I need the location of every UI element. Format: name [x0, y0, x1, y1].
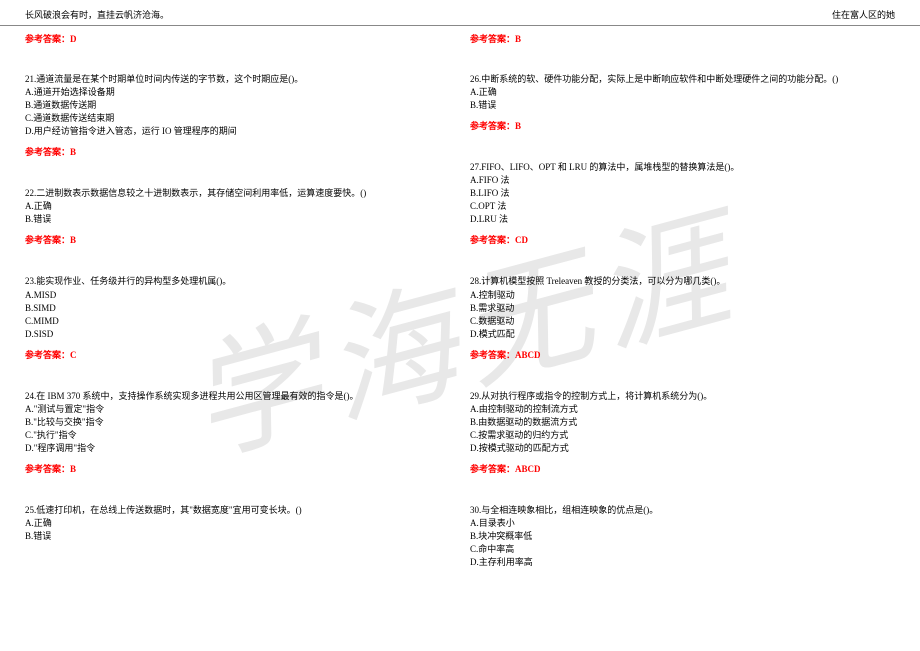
question-block: 27.FIFO、LIFO、OPT 和 LRU 的算法中，属堆栈型的替换算法是()…: [470, 161, 895, 247]
option: A.正确: [25, 200, 440, 213]
question-block: 26.中断系统的软、硬件功能分配，实际上是中断响应软件和中断处理硬件之间的功能分…: [470, 73, 895, 133]
question-text: 25.低速打印机，在总线上传送数据时，其"数据宽度"宜用可变长块。(): [25, 504, 440, 517]
option: C."执行"指令: [25, 429, 440, 442]
option: A."测试与置定"指令: [25, 403, 440, 416]
option: A.MISD: [25, 289, 440, 302]
question-text: 23.能实现作业、任务级并行的异构型多处理机属()。: [25, 275, 440, 288]
option: D.按模式驱动的匹配方式: [470, 442, 895, 455]
option: B.由数据驱动的数据流方式: [470, 416, 895, 429]
option: C.MIMD: [25, 315, 440, 328]
answer-label: 参考答案：CD: [470, 234, 895, 247]
option: D.模式匹配: [470, 328, 895, 341]
option: A.正确: [25, 517, 440, 530]
right-column: 参考答案：B 26.中断系统的软、硬件功能分配，实际上是中断响应软件和中断处理硬…: [460, 26, 895, 597]
page-header: 长风破浪会有时，直挂云帆济沧海。 住在富人区的她: [0, 0, 920, 26]
option: C.OPT 法: [470, 200, 895, 213]
option: B.错误: [25, 213, 440, 226]
option: B.块冲突概率低: [470, 530, 895, 543]
header-right-text: 住在富人区的她: [832, 8, 895, 21]
answer-label: 参考答案：D: [25, 32, 440, 45]
answer-label: 参考答案：ABCD: [470, 463, 895, 476]
question-text: 24.在 IBM 370 系统中，支持操作系统实现多进程共用公用区管理最有效的指…: [25, 390, 440, 403]
question-block: 23.能实现作业、任务级并行的异构型多处理机属()。 A.MISD B.SIMD…: [25, 275, 440, 361]
question-text: 30.与全相连映象相比，组相连映象的优点是()。: [470, 504, 895, 517]
option: D.LRU 法: [470, 213, 895, 226]
option: A.通道开始选择设备期: [25, 86, 440, 99]
option: C.命中率高: [470, 543, 895, 556]
option: A.FIFO 法: [470, 174, 895, 187]
option: B.错误: [470, 99, 895, 112]
question-text: 29.从对执行程序或指令的控制方式上，将计算机系统分为()。: [470, 390, 895, 403]
option: C.按需求驱动的归约方式: [470, 429, 895, 442]
option: C.通道数据传送结束期: [25, 112, 440, 125]
answer-label: 参考答案：ABCD: [470, 349, 895, 362]
header-left-text: 长风破浪会有时，直挂云帆济沧海。: [25, 8, 169, 21]
answer-label: 参考答案：B: [470, 120, 895, 133]
option: B.LIFO 法: [470, 187, 895, 200]
question-block: 24.在 IBM 370 系统中，支持操作系统实现多进程共用公用区管理最有效的指…: [25, 390, 440, 476]
option: D.主存利用率高: [470, 556, 895, 569]
answer-label: 参考答案：C: [25, 349, 440, 362]
option: B.SIMD: [25, 302, 440, 315]
question-block: 28.计算机模型按照 Treleaven 教授的分类法，可以分为哪几类()。 A…: [470, 275, 895, 361]
question-text: 21.通道流量是在某个时期单位时间内传送的字节数，这个时期应是()。: [25, 73, 440, 86]
question-block: 30.与全相连映象相比，组相连映象的优点是()。 A.目录表小 B.块冲突概率低…: [470, 504, 895, 569]
option: A.由控制驱动的控制流方式: [470, 403, 895, 416]
option: A.目录表小: [470, 517, 895, 530]
question-block: 25.低速打印机，在总线上传送数据时，其"数据宽度"宜用可变长块。() A.正确…: [25, 504, 440, 543]
question-block: 29.从对执行程序或指令的控制方式上，将计算机系统分为()。 A.由控制驱动的控…: [470, 390, 895, 476]
answer-label: 参考答案：B: [25, 234, 440, 247]
question-text: 22.二进制数表示数据信息较之十进制数表示，其存储空间利用率低，运算速度要快。(…: [25, 187, 440, 200]
question-text: 28.计算机模型按照 Treleaven 教授的分类法，可以分为哪几类()。: [470, 275, 895, 288]
option: B.通道数据传送期: [25, 99, 440, 112]
option: D.用户经访管指令进入管态，运行 IO 管理程序的期间: [25, 125, 440, 138]
question-text: 26.中断系统的软、硬件功能分配，实际上是中断响应软件和中断处理硬件之间的功能分…: [470, 73, 895, 86]
option: B."比较与交换"指令: [25, 416, 440, 429]
answer-label: 参考答案：B: [25, 463, 440, 476]
left-column: 参考答案：D 21.通道流量是在某个时期单位时间内传送的字节数，这个时期应是()…: [25, 26, 460, 597]
question-text: 27.FIFO、LIFO、OPT 和 LRU 的算法中，属堆栈型的替换算法是()…: [470, 161, 895, 174]
option: A.正确: [470, 86, 895, 99]
option: D.SISD: [25, 328, 440, 341]
option: A.控制驱动: [470, 289, 895, 302]
question-block: 22.二进制数表示数据信息较之十进制数表示，其存储空间利用率低，运算速度要快。(…: [25, 187, 440, 247]
question-block: 21.通道流量是在某个时期单位时间内传送的字节数，这个时期应是()。 A.通道开…: [25, 73, 440, 159]
option: B.错误: [25, 530, 440, 543]
option: B.需求驱动: [470, 302, 895, 315]
option: C.数据驱动: [470, 315, 895, 328]
answer-label: 参考答案：B: [25, 146, 440, 159]
main-content: 参考答案：D 21.通道流量是在某个时期单位时间内传送的字节数，这个时期应是()…: [0, 26, 920, 597]
answer-label: 参考答案：B: [470, 32, 895, 45]
option: D."程序调用"指令: [25, 442, 440, 455]
